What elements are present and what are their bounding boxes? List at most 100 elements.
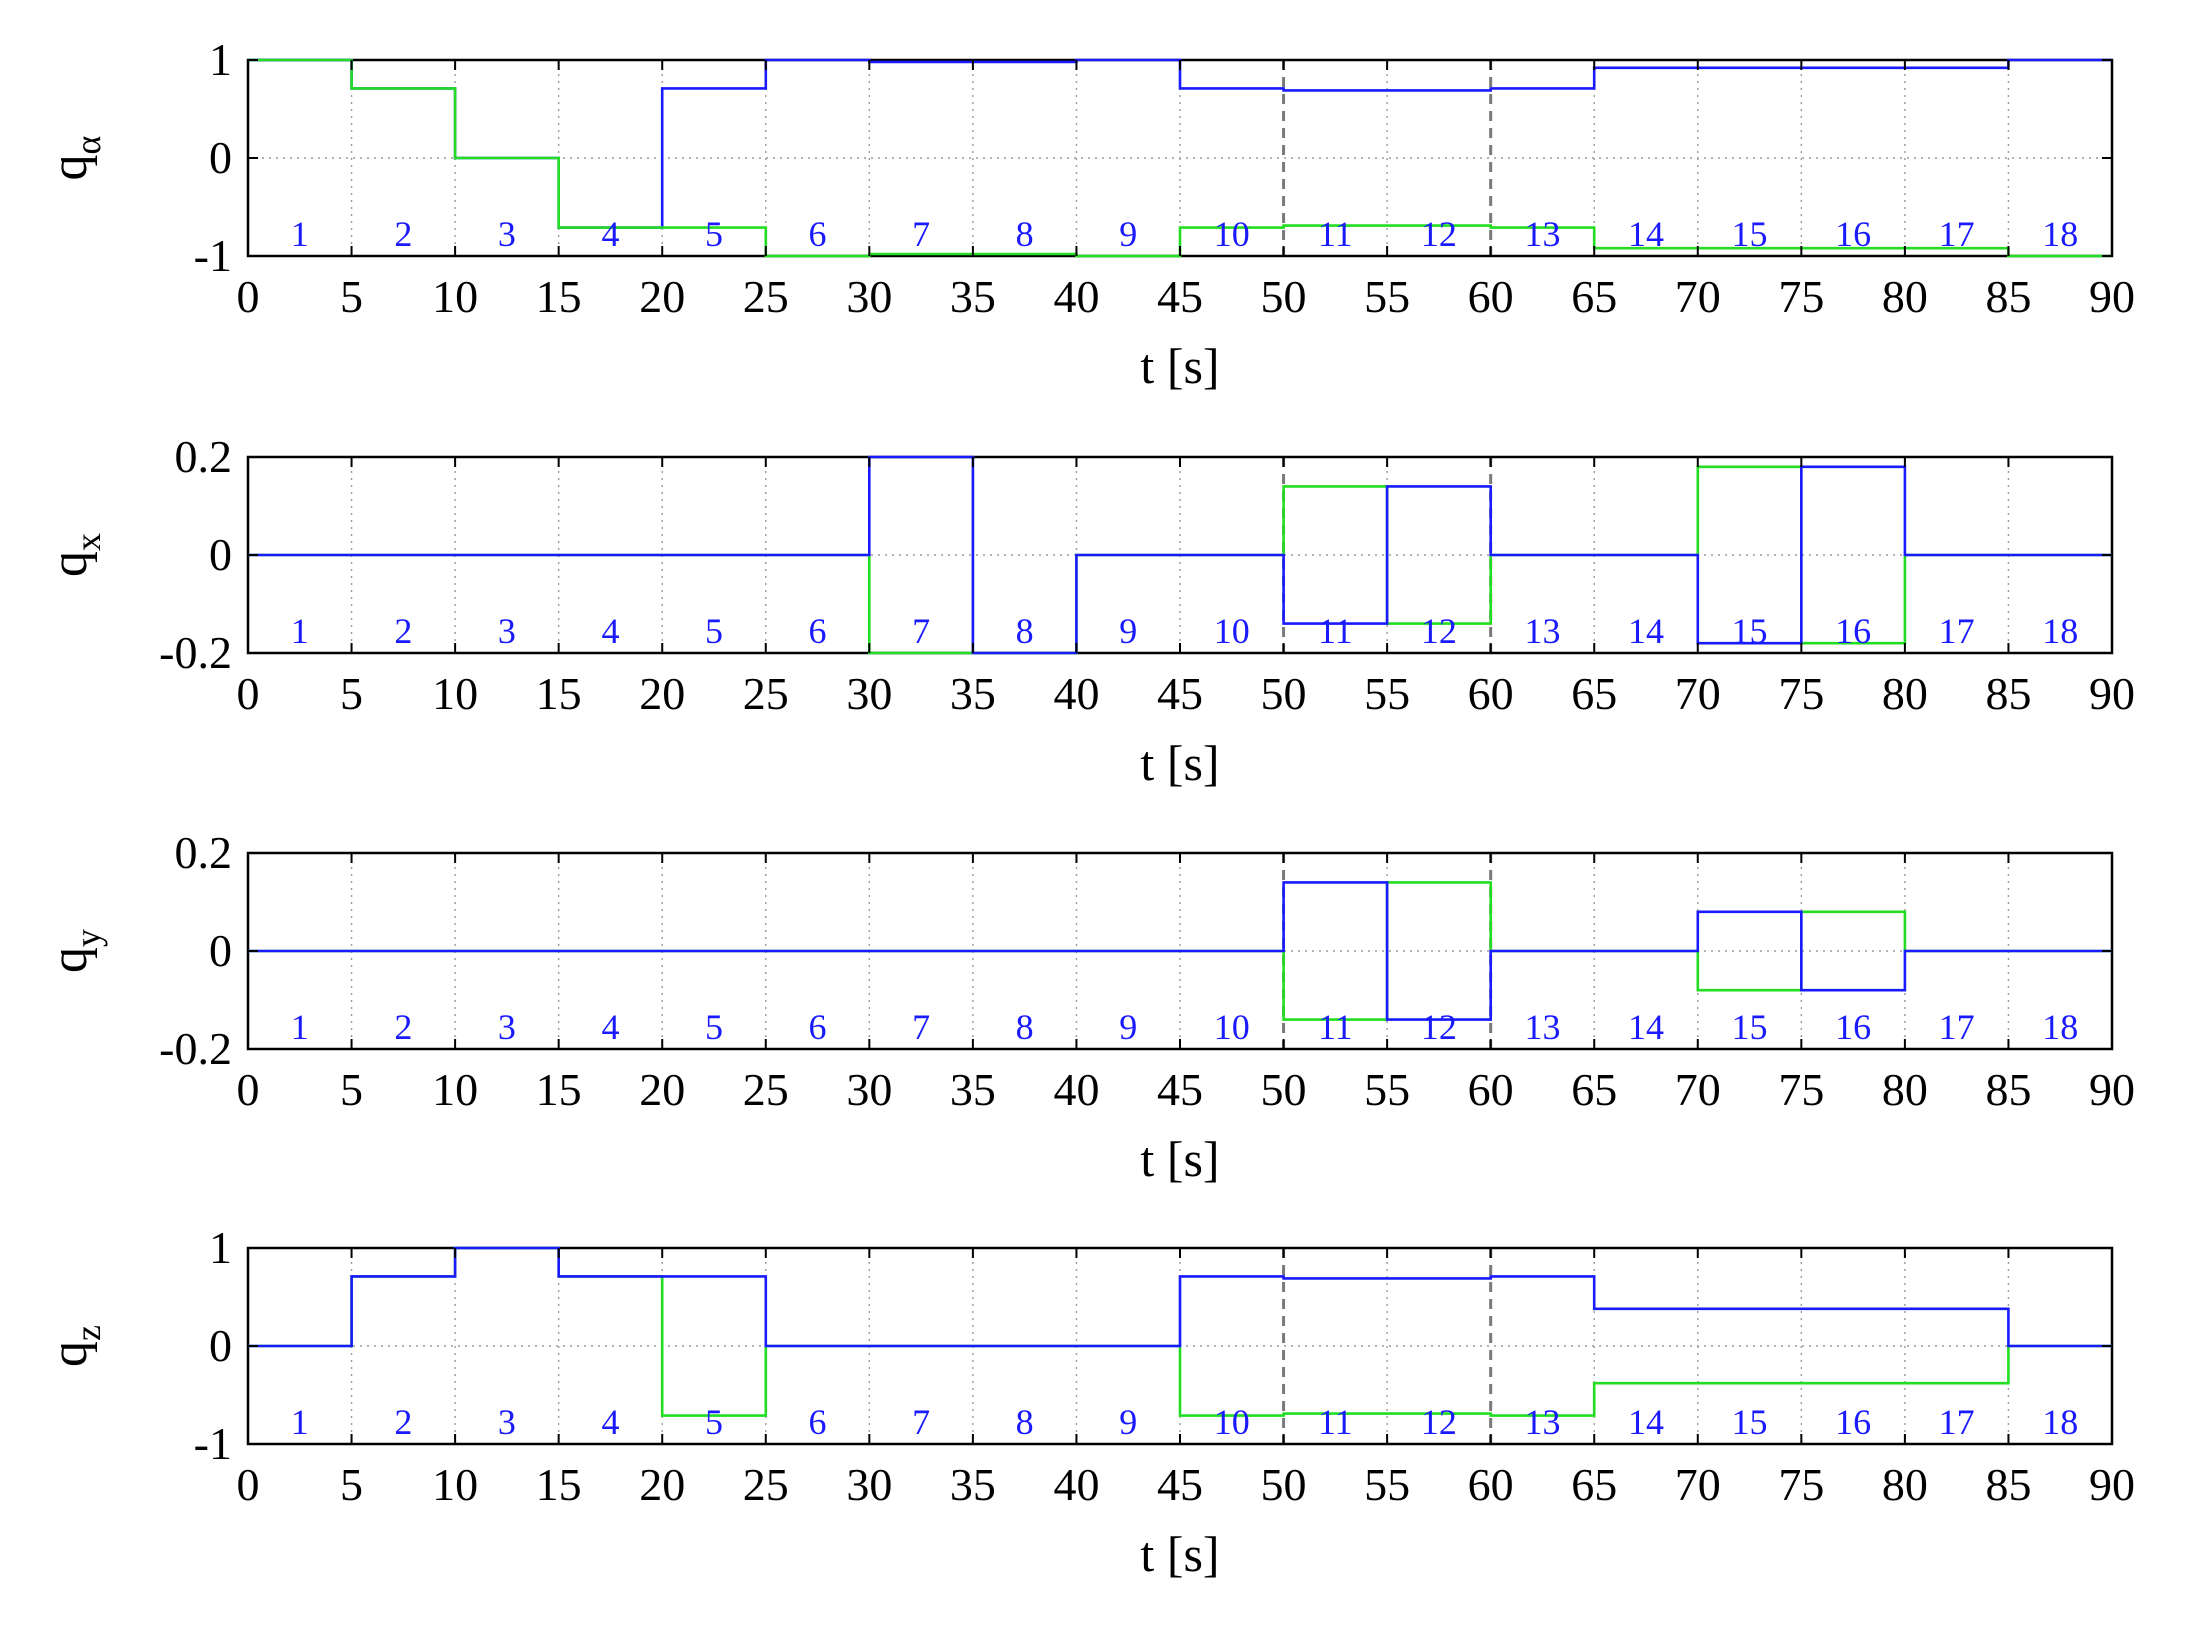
segment-label: 3 <box>498 214 516 254</box>
segment-label-layer: 1 2 3 4 5 6 7 8 9 10 11 12 13 14 15 16 17 18 <box>291 611 2078 651</box>
x-tick-label: 70 <box>1675 1064 1721 1115</box>
segment-label: 12 <box>1421 214 1457 254</box>
x-tick-label: 65 <box>1571 271 1617 322</box>
segment-label: 17 <box>1939 1007 1975 1047</box>
x-tick-label: 60 <box>1468 668 1514 719</box>
x-tick-label: 60 <box>1468 1459 1514 1510</box>
y-axis-title-main: q <box>41 551 98 577</box>
series-layer <box>248 455 2112 655</box>
x-tick-label: 35 <box>950 1064 996 1115</box>
x-tick-label: 55 <box>1364 1064 1410 1115</box>
x-tick-label: 15 <box>536 271 582 322</box>
segment-label: 14 <box>1628 1007 1664 1047</box>
x-tick-label: 70 <box>1675 1459 1721 1510</box>
x-tick-label: 80 <box>1882 668 1928 719</box>
x-axis-title: t [s] <box>1140 1526 1219 1582</box>
segment-label: 13 <box>1524 611 1560 651</box>
x-tick-label: 35 <box>950 1459 996 1510</box>
x-tick-label: 10 <box>432 1459 478 1510</box>
x-tick-label: 5 <box>340 271 363 322</box>
x-tick-label: 85 <box>1985 668 2031 719</box>
segment-label: 11 <box>1318 214 1353 254</box>
x-tick-label: 75 <box>1778 1064 1824 1115</box>
x-tick-label: 55 <box>1364 1459 1410 1510</box>
segment-label: 8 <box>1016 1007 1034 1047</box>
x-tick-label: 35 <box>950 271 996 322</box>
x-tick-label: 25 <box>743 1064 789 1115</box>
tick-layer: 0 5 10 15 20 25 30 35 40 45 50 55 60 65 70 75 80 85 900.20… <box>159 431 2135 719</box>
y-tick-label: 0 <box>209 132 232 183</box>
y-tick-label: 1 <box>209 1222 232 1273</box>
segment-label: 8 <box>1016 214 1034 254</box>
segment-label: 17 <box>1939 214 1975 254</box>
x-tick-label: 85 <box>1985 1064 2031 1115</box>
segment-label: 18 <box>2042 1402 2078 1442</box>
segment-label: 1 <box>291 214 309 254</box>
segment-label: 8 <box>1016 1402 1034 1442</box>
x-tick-label: 15 <box>536 1459 582 1510</box>
x-tick-label: 80 <box>1882 1459 1928 1510</box>
x-tick-label: 50 <box>1261 1459 1307 1510</box>
segment-label: 7 <box>912 1007 930 1047</box>
x-tick-label: 20 <box>639 1064 685 1115</box>
x-tick-label: 50 <box>1261 1064 1307 1115</box>
y-tick-label: 0 <box>209 529 232 580</box>
segment-label: 14 <box>1628 611 1664 651</box>
x-tick-label: 5 <box>340 668 363 719</box>
y-tick-label: -1 <box>194 1418 232 1469</box>
segment-label: 10 <box>1214 1007 1250 1047</box>
segment-label: 17 <box>1939 1402 1975 1442</box>
x-tick-label: 75 <box>1778 668 1824 719</box>
segment-label: 7 <box>912 214 930 254</box>
series-layer <box>248 1246 2112 1417</box>
x-tick-label: 60 <box>1468 271 1514 322</box>
y-axis-title: qx <box>41 533 108 577</box>
x-tick-label: 50 <box>1261 271 1307 322</box>
segment-label: 7 <box>912 1402 930 1442</box>
segment-label: 5 <box>705 611 723 651</box>
y-axis-title-subscript: y <box>68 929 108 947</box>
x-tick-label: 40 <box>1053 668 1099 719</box>
segment-label: 16 <box>1835 214 1871 254</box>
y-tick-label: -1 <box>194 230 232 281</box>
x-tick-label: 70 <box>1675 668 1721 719</box>
y-tick-label: -0.2 <box>159 1023 232 1074</box>
segment-label: 11 <box>1318 1007 1353 1047</box>
x-tick-label: 30 <box>846 271 892 322</box>
segment-label: 13 <box>1524 1007 1560 1047</box>
x-tick-label: 55 <box>1364 271 1410 322</box>
x-tick-label: 10 <box>432 271 478 322</box>
segment-label: 4 <box>601 214 619 254</box>
segment-label: 5 <box>705 1007 723 1047</box>
segment-label: 15 <box>1732 611 1768 651</box>
segment-label: 10 <box>1214 1402 1250 1442</box>
y-axis-title-main: q <box>41 154 98 180</box>
segment-label: 15 <box>1732 1402 1768 1442</box>
panel-q-x: 1 2 3 4 5 6 7 8 9 10 11 12 13 14 15 16 17 18 0 5 10 15 20 25 30… <box>41 431 2135 791</box>
segment-label: 2 <box>394 611 412 651</box>
x-tick-label: 30 <box>846 1459 892 1510</box>
x-tick-label: 0 <box>237 271 260 322</box>
segment-label: 18 <box>2042 214 2078 254</box>
y-tick-label: -0.2 <box>159 627 232 678</box>
x-tick-label: 60 <box>1468 1064 1514 1115</box>
x-tick-label: 25 <box>743 271 789 322</box>
x-tick-label: 65 <box>1571 668 1617 719</box>
segment-label: 12 <box>1421 1007 1457 1047</box>
segment-label: 9 <box>1119 1007 1137 1047</box>
segment-label-layer: 1 2 3 4 5 6 7 8 9 10 11 12 13 14 15 16 17 18 <box>291 1402 2078 1442</box>
tick-layer: 0 5 10 15 20 25 30 35 40 45 50 55 60 65 70 75 80 85 900.20… <box>159 827 2135 1115</box>
x-tick-label: 55 <box>1364 668 1410 719</box>
segment-label: 4 <box>601 611 619 651</box>
x-tick-label: 85 <box>1985 271 2031 322</box>
panel-q-alpha: 1 2 3 4 5 6 7 8 9 10 11 12 13 14 15 16 17 18 0 5 10 15 20 25 30… <box>41 34 2135 394</box>
segment-label: 3 <box>498 1402 516 1442</box>
series-line-2 <box>248 1246 2112 1348</box>
x-tick-label: 5 <box>340 1064 363 1115</box>
segment-label: 2 <box>394 1007 412 1047</box>
segment-label: 9 <box>1119 1402 1137 1442</box>
x-tick-label: 45 <box>1157 271 1203 322</box>
y-axis-title-main: q <box>41 947 98 973</box>
x-tick-label: 20 <box>639 1459 685 1510</box>
